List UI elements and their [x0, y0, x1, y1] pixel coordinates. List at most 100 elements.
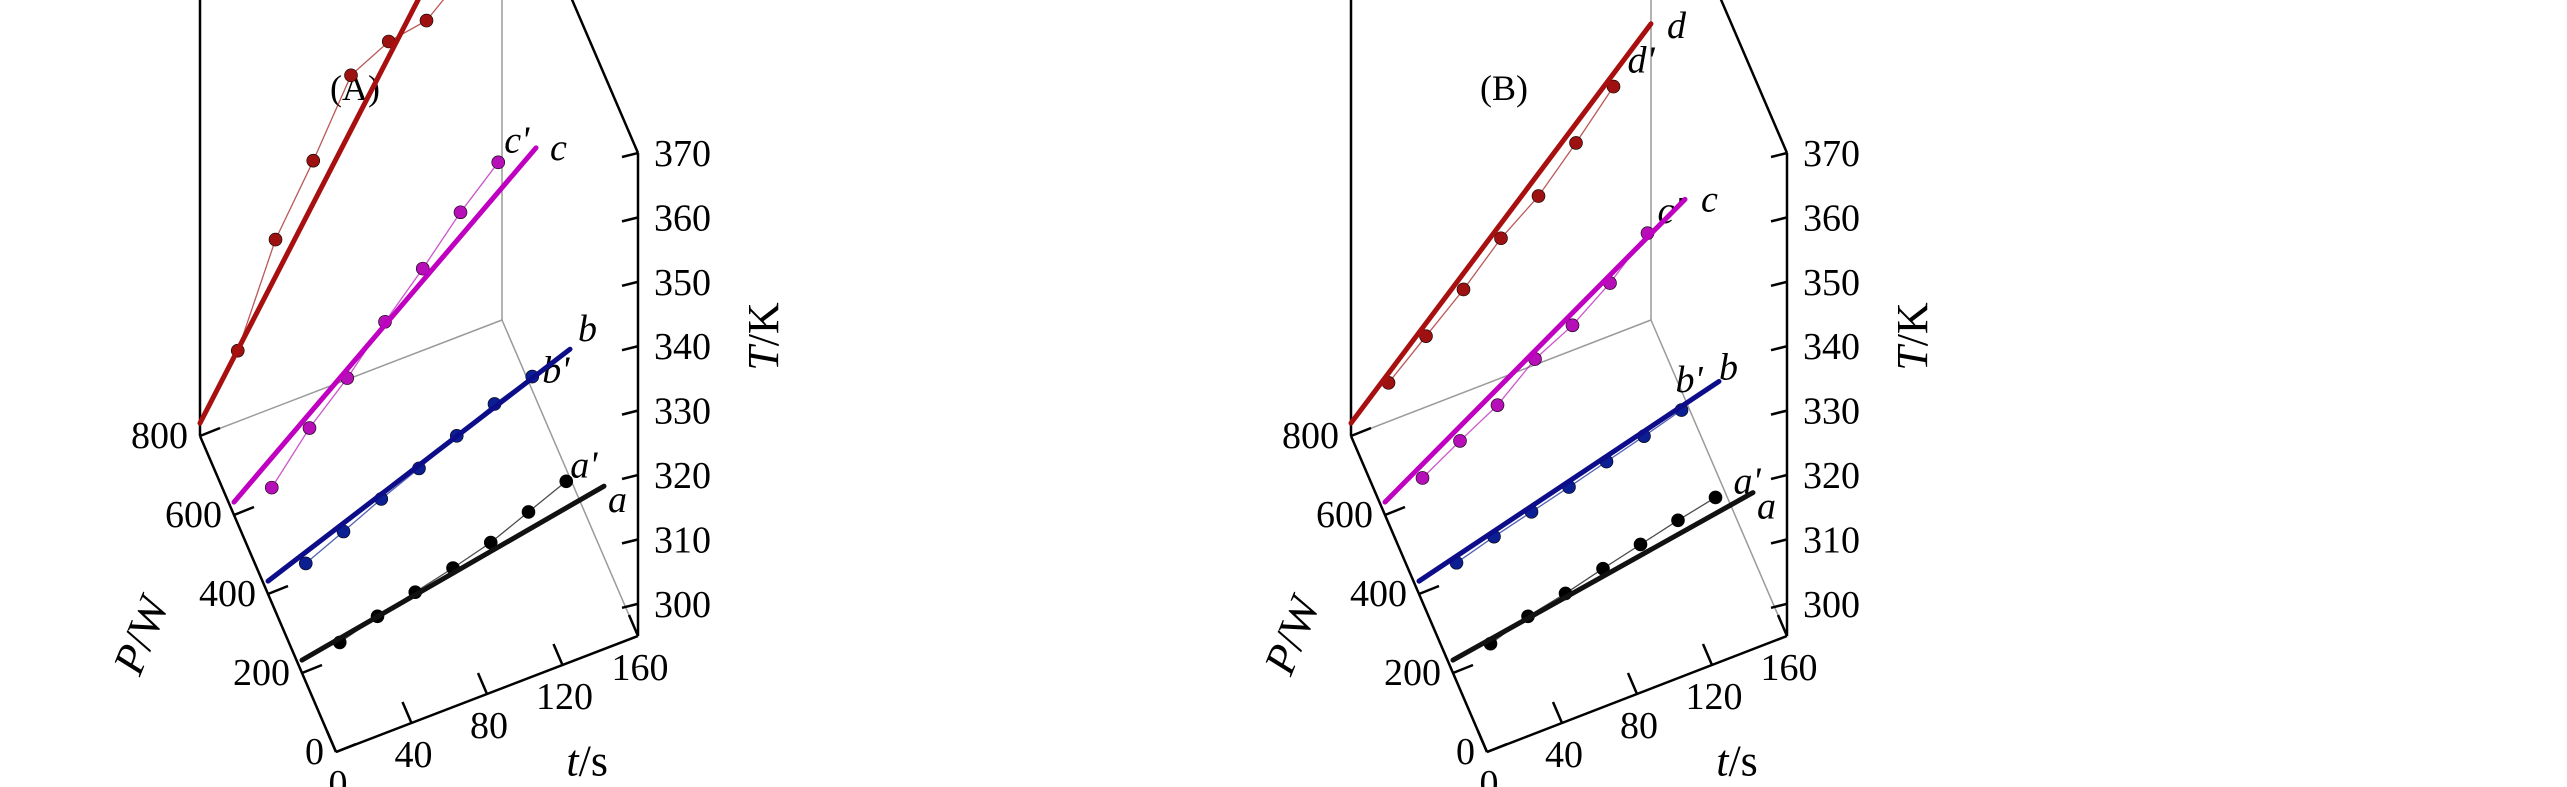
z-tick-label: 300 — [654, 584, 711, 626]
p-tick-label: 800 — [1282, 415, 1339, 457]
box-edge-back-floor — [1350, 319, 1652, 437]
p-tick-label: 400 — [1350, 573, 1407, 615]
z-tick — [1770, 216, 1788, 223]
p-tick-label: 200 — [1384, 652, 1441, 694]
t-tick-label: 120 — [536, 676, 593, 718]
series-c-fit-line — [231, 145, 539, 505]
chart-panel-a: 0 40 80 120 160 0 200 400 600 800 300 310 320 330 340 3… — [103, 0, 788, 787]
t-axis-label: t/s — [1716, 736, 1758, 785]
t-tick — [401, 701, 413, 724]
series-b-prime-point — [298, 556, 313, 571]
series-d-prime-point — [1494, 231, 1508, 246]
series-a-prime-point — [1633, 537, 1648, 552]
series-c-fit-line — [1382, 196, 1688, 505]
z-tick-label: 370 — [654, 133, 711, 175]
z-tick — [1770, 473, 1788, 481]
t-tick-label: 80 — [470, 705, 508, 747]
box-edge-right-top — [1719, 0, 1789, 154]
t-tick-label: 120 — [1686, 676, 1743, 718]
z-tick-label: 330 — [1803, 391, 1860, 433]
series-d-prime-point — [268, 232, 283, 247]
series-label-b: b — [578, 308, 597, 350]
t-tick — [1701, 643, 1714, 666]
series-d-fit-line — [197, 0, 421, 426]
z-tick — [1770, 280, 1788, 288]
box-edge-right-floor — [1650, 319, 1788, 637]
t-tick — [325, 730, 338, 753]
z-tick — [1770, 344, 1788, 352]
t-tick-label: 40 — [1545, 734, 1583, 776]
t-tick — [1551, 701, 1564, 724]
t-tick — [1776, 614, 1789, 637]
series-d-prime-connector — [237, 0, 445, 351]
z-tick — [1770, 538, 1788, 545]
z-tick — [621, 216, 639, 223]
series-label-a: a — [608, 479, 627, 521]
z-tick — [621, 538, 639, 545]
series-label-c-prime: c' — [504, 119, 530, 161]
series-label-b-prime: b' — [542, 350, 570, 392]
z-tick — [1770, 409, 1788, 416]
series-c-prime-point — [264, 480, 279, 495]
z-tick-label: 310 — [654, 519, 711, 561]
t-tick-label: 80 — [1620, 705, 1658, 747]
t-tick — [1626, 672, 1639, 695]
p-axis-label: P/W — [1254, 587, 1330, 681]
series-d-prime-point — [1606, 79, 1621, 94]
series-c-prime-point — [1415, 471, 1430, 485]
series-c-prime-point — [302, 421, 317, 435]
chart-panel-b: 0 40 80 120 160 0 200 400 600 800 300 310 320 330 340 3… — [1254, 0, 1937, 787]
box-edge-right-top — [570, 0, 640, 154]
t-tick — [627, 614, 640, 637]
series-d-prime-point — [344, 68, 358, 83]
z-tick — [1770, 602, 1788, 610]
p-tick — [1384, 505, 1406, 517]
series-a-fit-line — [299, 483, 607, 663]
t-tick-label: 160 — [1761, 647, 1818, 689]
series-label-b: b — [1719, 346, 1738, 388]
series-b-fit-line — [265, 346, 573, 584]
p-tick-label: 400 — [199, 573, 256, 615]
z-tick — [621, 602, 639, 610]
series-label-d: d — [1667, 5, 1687, 47]
z-tick-label: 340 — [1803, 326, 1860, 368]
p-tick — [1452, 663, 1474, 675]
series-c-prime-point — [491, 155, 506, 170]
t-tick-label: 0 — [329, 763, 348, 787]
series-a-prime-point — [521, 505, 536, 519]
p-tick — [1418, 584, 1440, 596]
p-tick-label: 0 — [1456, 731, 1475, 773]
t-tick-label: 0 — [1480, 763, 1499, 787]
series-b-fit-line — [1416, 378, 1722, 584]
series-c-prime-point — [1490, 398, 1505, 412]
p-tick — [335, 742, 357, 754]
series-a-fit-line — [1450, 490, 1756, 663]
z-tick-label: 360 — [654, 197, 711, 239]
p-tick-label: 0 — [305, 731, 324, 773]
series-label-a: a — [1757, 486, 1776, 528]
z-tick — [621, 344, 639, 352]
p-axis-label: P/W — [103, 587, 179, 681]
series-a-prime-point — [1708, 490, 1723, 505]
z-tick — [621, 151, 639, 159]
series-d-fit-line — [1348, 21, 1654, 426]
z-axis-label: T/K — [739, 302, 788, 371]
z-tick — [621, 473, 639, 481]
t-tick-label: 160 — [612, 647, 669, 689]
p-tick-label: 800 — [131, 415, 188, 457]
z-tick — [621, 409, 639, 416]
z-tick-label: 320 — [654, 455, 711, 497]
p-tick — [199, 426, 221, 438]
p-tick-label: 600 — [165, 494, 222, 536]
z-tick-label: 320 — [1803, 455, 1860, 497]
series-d-prime-point — [1419, 329, 1433, 343]
p-tick-label: 200 — [233, 652, 290, 694]
p-tick — [301, 663, 323, 675]
series-label-c: c — [550, 127, 567, 169]
z-tick — [1770, 151, 1788, 159]
t-tick — [1476, 730, 1489, 753]
series-d-prime-point — [306, 153, 321, 168]
t-tick-label: 40 — [395, 734, 433, 776]
t-tick — [552, 643, 564, 666]
t-tick — [476, 672, 489, 695]
